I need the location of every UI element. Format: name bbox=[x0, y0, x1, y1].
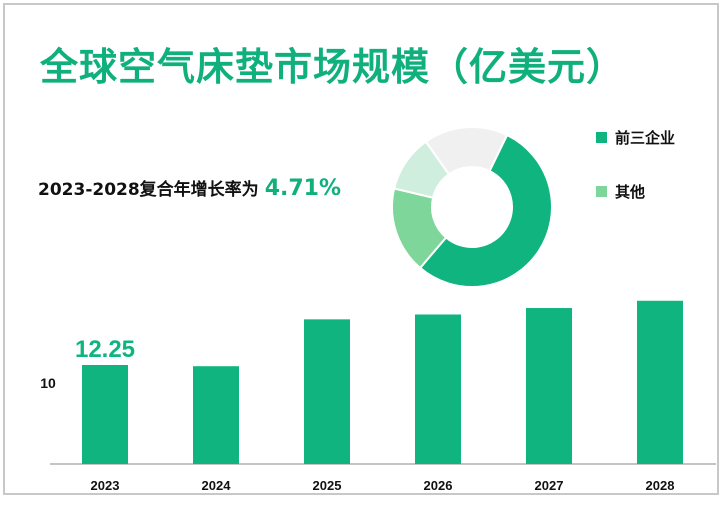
legend-label: 前三企业 bbox=[615, 129, 676, 147]
legend-item-other: 其他 bbox=[596, 181, 645, 202]
x-tick-label: 2025 bbox=[313, 478, 342, 493]
legend-item-top3: 前三企业 bbox=[596, 127, 675, 148]
cagr-text: 2023-2028复合年增长率为 4.71% bbox=[38, 175, 341, 201]
chart-frame bbox=[3, 3, 719, 495]
bar-2025 bbox=[304, 319, 350, 464]
cagr-value: 4.71% bbox=[264, 176, 342, 201]
x-tick-label: 2026 bbox=[424, 478, 453, 493]
x-tick-label: 2023 bbox=[91, 478, 120, 493]
donut-slice-3 bbox=[424, 126, 509, 176]
legend-label: 其他 bbox=[615, 183, 646, 201]
x-tick-label: 2027 bbox=[535, 478, 564, 493]
bar-2026 bbox=[415, 314, 461, 464]
legend-swatch bbox=[596, 132, 607, 143]
donut-slice-0 bbox=[418, 133, 553, 288]
legend-swatch bbox=[596, 186, 607, 197]
data-label: 12.25 bbox=[75, 336, 135, 363]
x-tick-label: 2024 bbox=[202, 478, 232, 493]
bar-2028 bbox=[637, 300, 683, 464]
bar-2024 bbox=[193, 366, 239, 464]
x-tick-label: 2028 bbox=[646, 478, 675, 493]
y-tick-label: 10 bbox=[40, 375, 56, 391]
chart-title: 全球空气床垫市场规模（亿美元） bbox=[40, 45, 626, 89]
bar-2023 bbox=[82, 365, 128, 464]
bar-2027 bbox=[526, 308, 572, 464]
cagr-label: 2023-2028复合年增长率为 bbox=[38, 180, 259, 200]
